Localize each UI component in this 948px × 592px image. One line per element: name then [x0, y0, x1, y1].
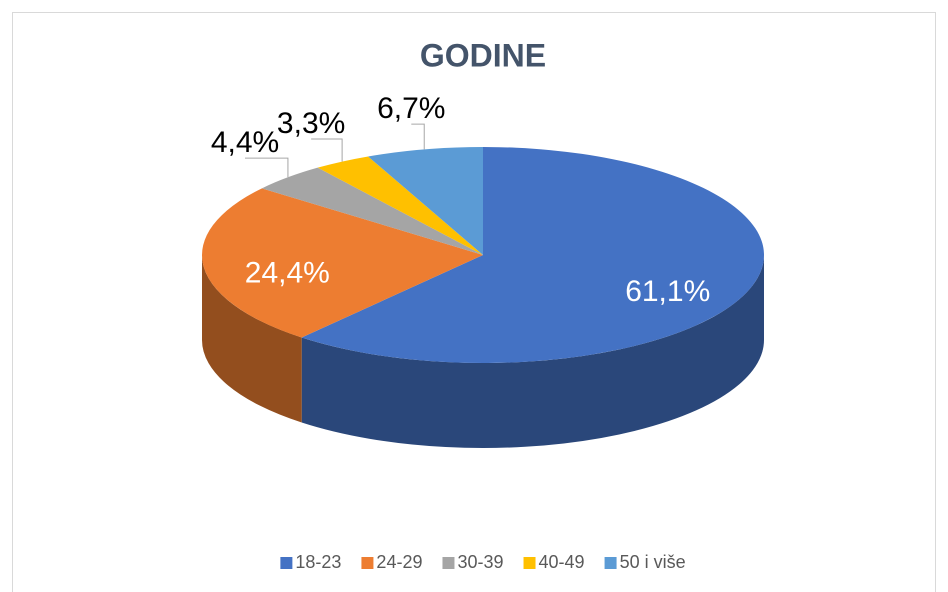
legend-swatch [442, 557, 455, 569]
slice-side [202, 255, 302, 423]
data-label: 4,4% [211, 126, 279, 159]
chart-title: GODINE [420, 37, 546, 73]
data-label: 61,1% [625, 275, 710, 308]
legend: 18-23 24-29 30-39 40-49 50 i više [280, 552, 686, 572]
legend-label: 24-29 [376, 552, 422, 572]
legend-swatch [361, 557, 374, 569]
data-label: 24,4% [245, 257, 330, 290]
leader-line [311, 138, 343, 162]
leader-line [411, 123, 425, 150]
legend-swatch [280, 557, 293, 569]
legend-label: 50 i više [620, 552, 686, 572]
legend-label: 30-39 [457, 552, 503, 572]
slice-side [301, 255, 764, 448]
slice [202, 188, 483, 338]
data-label: 3,3% [277, 107, 345, 140]
legend-swatch [604, 557, 617, 569]
slice [261, 167, 483, 255]
leader-line [245, 157, 289, 178]
legend-label: 40-49 [539, 552, 585, 572]
data-label: 6,7% [377, 92, 445, 125]
legend-label: 18-23 [295, 552, 341, 572]
slice [301, 147, 765, 363]
legend-swatch [523, 557, 536, 569]
slice [368, 147, 483, 255]
slice [317, 156, 483, 255]
